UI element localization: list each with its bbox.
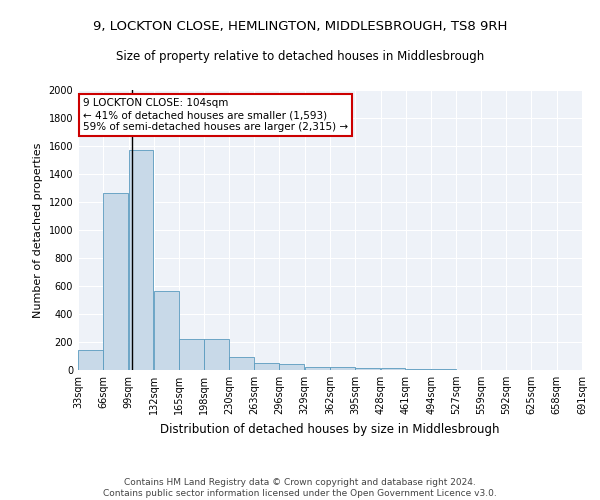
Bar (78, 350, 103, 370)
Y-axis label: Number of detached properties: Number of detached properties (33, 142, 43, 318)
Bar (280, 364, 304, 370)
Bar (380, 368, 406, 370)
Bar (154, 291, 179, 370)
Bar (205, 339, 229, 370)
Text: Size of property relative to detached houses in Middlesbrough: Size of property relative to detached ho… (116, 50, 484, 63)
Bar (254, 363, 279, 370)
Bar (305, 366, 329, 370)
Text: Contains HM Land Registry data © Crown copyright and database right 2024.
Contai: Contains HM Land Registry data © Crown c… (103, 478, 497, 498)
Text: 9 LOCKTON CLOSE: 104sqm
← 41% of detached houses are smaller (1,593)
59% of semi: 9 LOCKTON CLOSE: 104sqm ← 41% of detache… (83, 98, 348, 132)
Bar (103, 193, 128, 370)
Text: 9, LOCKTON CLOSE, HEMLINGTON, MIDDLESBROUGH, TS8 9RH: 9, LOCKTON CLOSE, HEMLINGTON, MIDDLESBRO… (93, 20, 507, 33)
Bar (179, 339, 204, 370)
Bar (355, 368, 380, 370)
Bar (330, 368, 355, 370)
Bar (229, 356, 254, 370)
Bar (128, 150, 154, 370)
X-axis label: Distribution of detached houses by size in Middlesbrough: Distribution of detached houses by size … (160, 422, 500, 436)
Bar (406, 369, 431, 370)
